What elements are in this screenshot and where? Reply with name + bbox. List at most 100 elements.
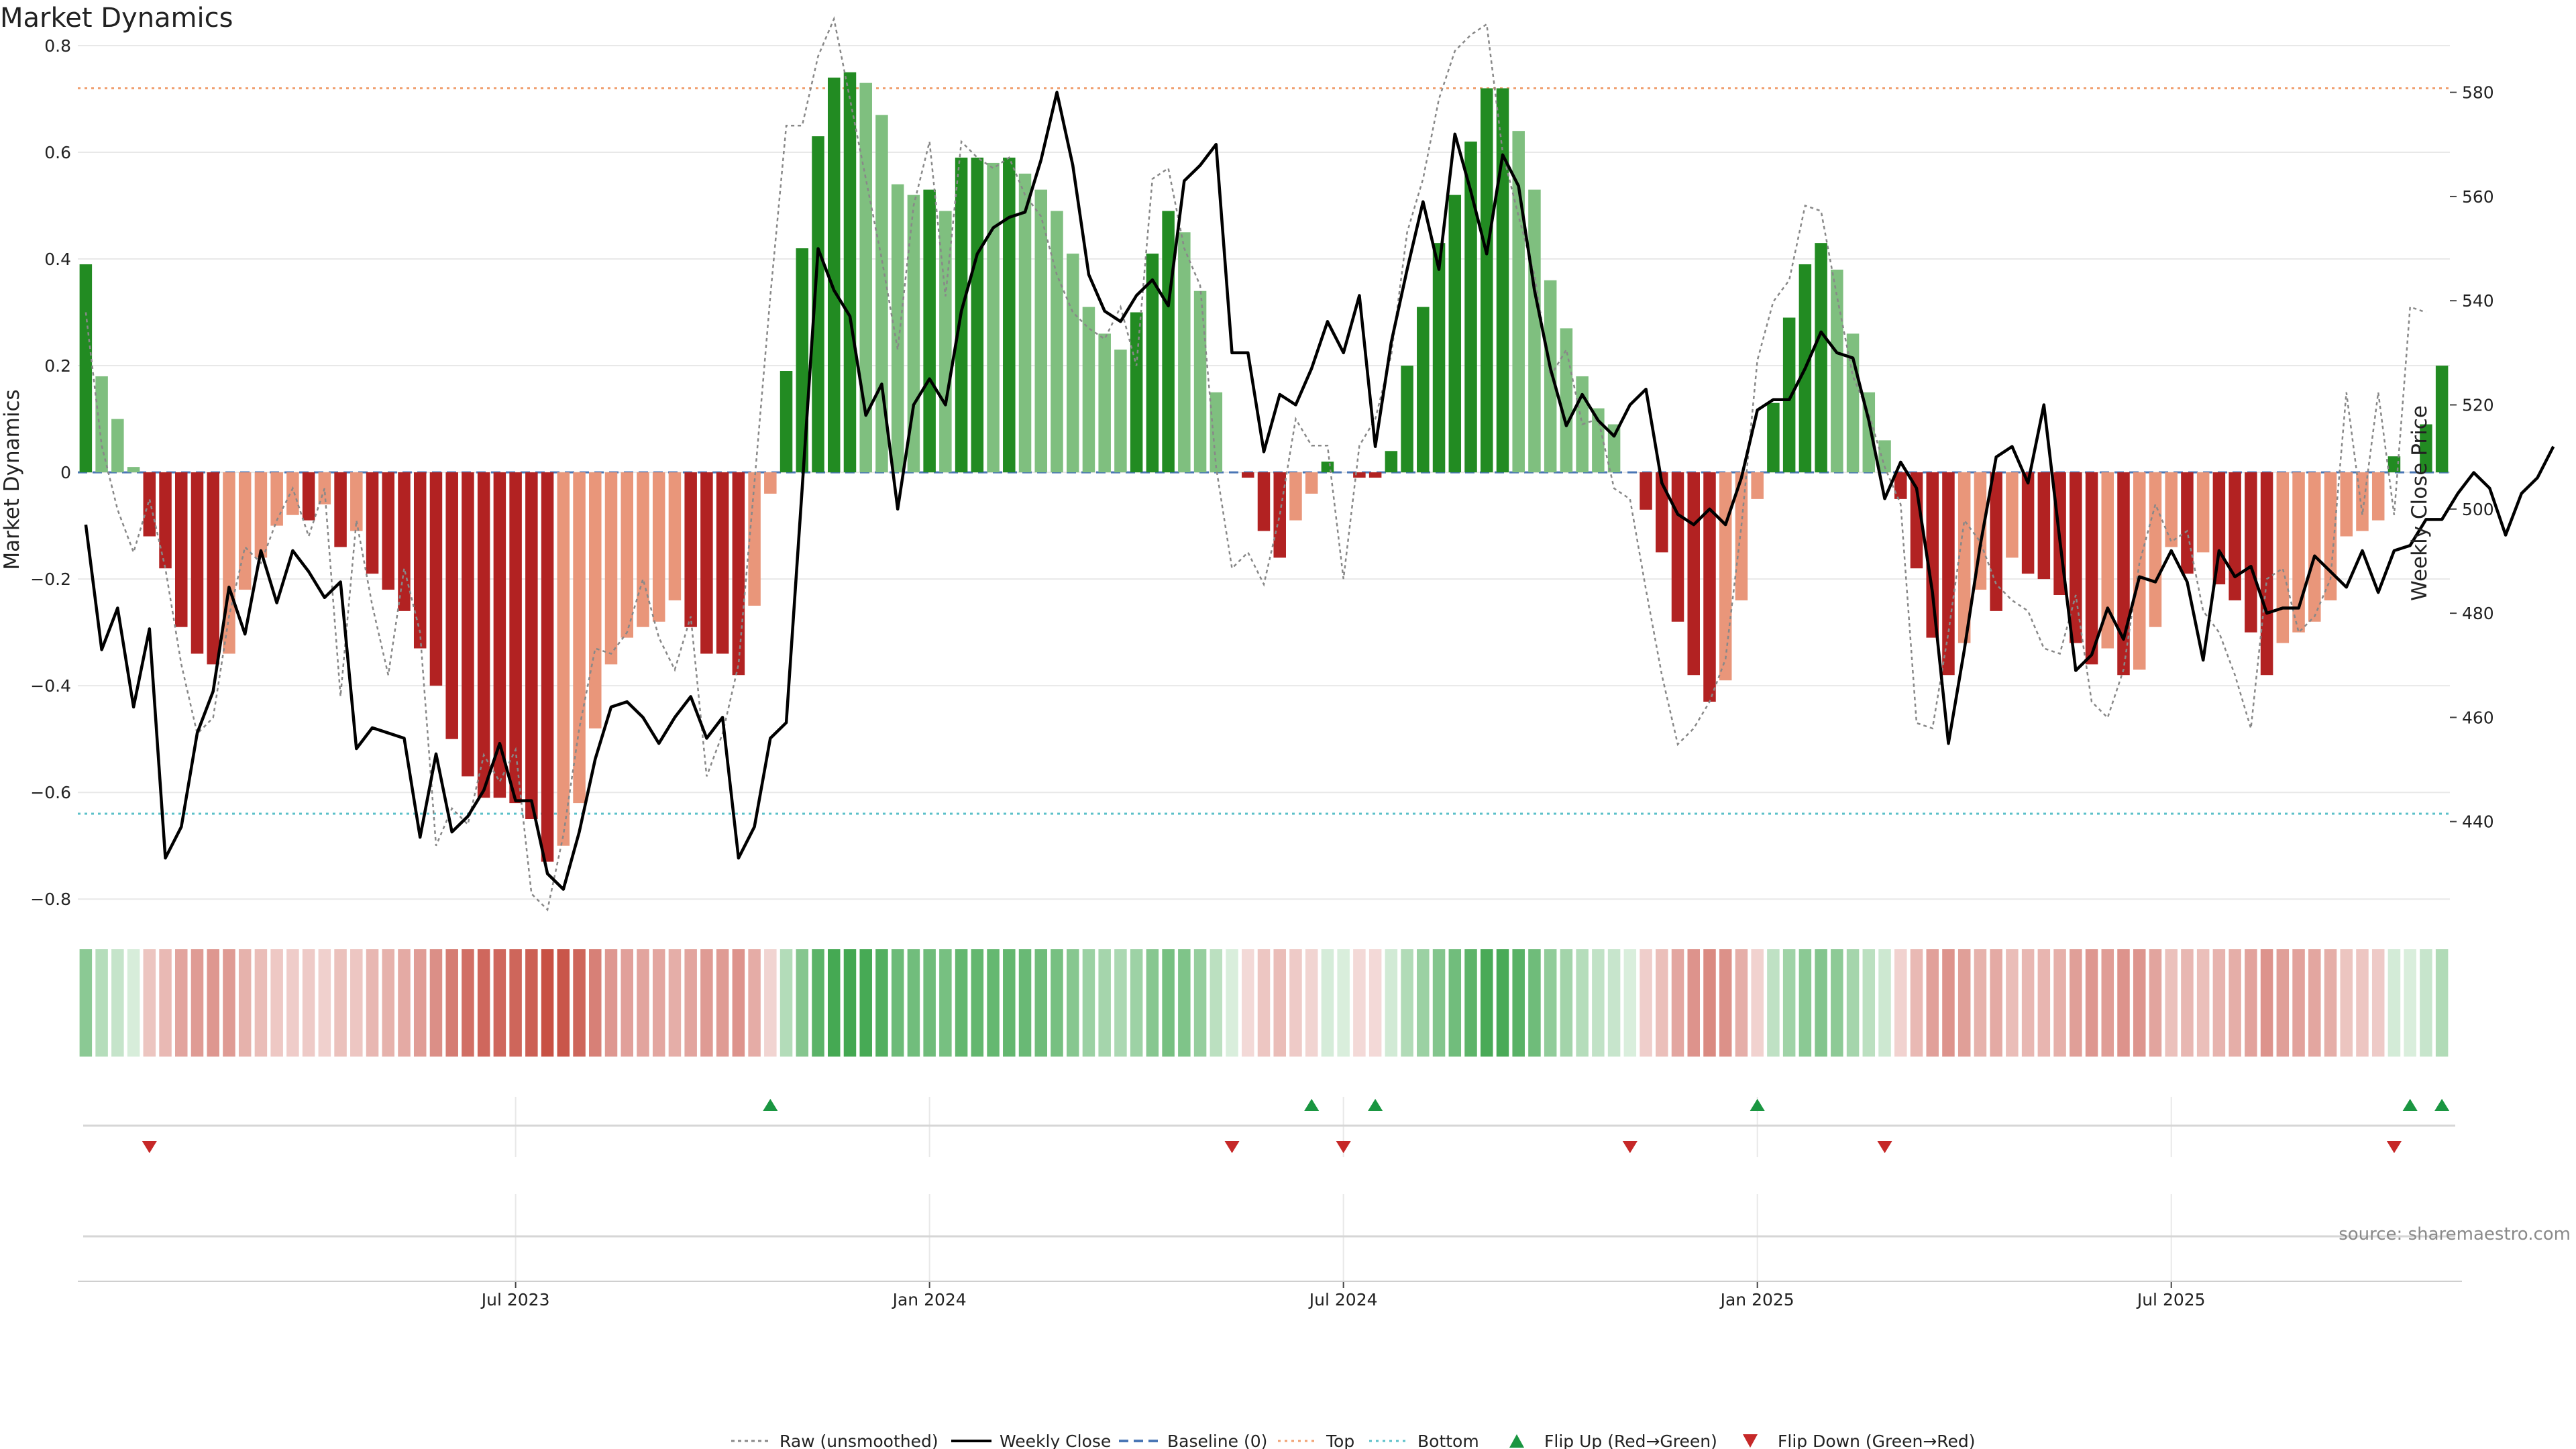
heat-cell (493, 949, 506, 1057)
bar (652, 472, 665, 622)
heat-cell (1066, 949, 1079, 1057)
heat-cell (589, 949, 602, 1057)
heat-cell (350, 949, 363, 1057)
heat-cell (366, 949, 379, 1057)
heat-cell (318, 949, 331, 1057)
right-y-tick-label: 560 (2462, 187, 2494, 207)
heat-cell (270, 949, 283, 1057)
bar (891, 184, 904, 473)
legend-swatch-flip-down (1743, 1434, 1758, 1448)
bar (191, 472, 204, 654)
bar (1607, 424, 1621, 473)
heat-cell (1082, 949, 1095, 1057)
heat-cell (1146, 949, 1159, 1057)
heat-cell (1353, 949, 1366, 1057)
left-y-axis-label: Market Dynamics (0, 389, 24, 570)
heat-cell (891, 949, 904, 1057)
heat-cell (1607, 949, 1621, 1057)
heat-cell (2229, 949, 2241, 1057)
heat-cell (1368, 949, 1382, 1057)
bar (700, 472, 713, 654)
right-y-tick-label: 520 (2462, 396, 2494, 415)
bar (398, 472, 411, 611)
heat-cell (191, 949, 204, 1057)
bar (382, 472, 395, 590)
left-y-tick-label: −0.4 (30, 676, 71, 696)
bar (1098, 333, 1111, 473)
bar (1146, 254, 1159, 473)
bar (1560, 328, 1573, 473)
bar (2070, 472, 2082, 643)
bar (445, 472, 458, 739)
flip-markers-panel (83, 1097, 2455, 1281)
heat-cell (509, 949, 522, 1057)
x-tick-label: Jan 2024 (892, 1290, 967, 1309)
bar (684, 472, 697, 627)
heat-cell (2292, 949, 2305, 1057)
heat-cell (1767, 949, 1780, 1057)
bar (2212, 472, 2226, 585)
bar (2101, 472, 2114, 649)
heat-cell (1273, 949, 1286, 1057)
heat-cell (796, 949, 809, 1057)
bar (2420, 424, 2432, 473)
heat-cell (223, 949, 235, 1057)
bar (1894, 472, 1907, 499)
heat-cell (2260, 949, 2273, 1057)
heat-cell (1337, 949, 1350, 1057)
heat-cell (2324, 949, 2337, 1057)
heat-cell (2149, 949, 2162, 1057)
heat-cell (1703, 949, 1716, 1057)
bar (1767, 402, 1780, 473)
flip-up-marker (1304, 1099, 1320, 1111)
bar (1242, 472, 1254, 478)
bar (1671, 472, 1684, 622)
heat-cell (780, 949, 793, 1057)
legend-item-flip_down: Flip Down (Green→Red) (1743, 1432, 1976, 1449)
bar (780, 371, 793, 473)
bar (1018, 173, 1032, 473)
right-y-tick-label: 460 (2462, 708, 2494, 727)
bar (923, 189, 936, 473)
heat-cell (2021, 949, 2035, 1057)
bar (668, 472, 682, 600)
heat-cell (541, 949, 554, 1057)
legend-item-raw: Raw (unsmoothed) (731, 1432, 938, 1449)
heat-strip (79, 949, 2449, 1057)
heat-cell (79, 949, 93, 1057)
heat-cell (111, 949, 124, 1057)
heat-cell (923, 949, 936, 1057)
heat-cell (668, 949, 682, 1057)
x-tick-label: Jul 2023 (480, 1290, 550, 1309)
x-tick-label: Jul 2024 (1308, 1290, 1378, 1309)
heat-cell (1862, 949, 1876, 1057)
heat-cell (1974, 949, 1987, 1057)
bar (907, 195, 920, 473)
heat-cell (2371, 949, 2385, 1057)
x-tick-label: Jul 2025 (2136, 1290, 2206, 1309)
flip-up-marker (2434, 1099, 2450, 1111)
heat-cell (1910, 949, 1923, 1057)
bar (462, 472, 474, 777)
bar (732, 472, 745, 676)
heat-cell (2101, 949, 2114, 1057)
bar (1034, 189, 1048, 473)
bar (2229, 472, 2241, 600)
right-y-tick-label: 580 (2462, 83, 2494, 103)
bar (796, 248, 809, 473)
bar (2245, 472, 2257, 633)
bar (1448, 195, 1462, 473)
bars-layer (79, 72, 2449, 862)
bar (2292, 472, 2305, 633)
bar (1528, 189, 1541, 473)
heat-cell (1193, 949, 1207, 1057)
bar (334, 472, 347, 547)
bar (1082, 307, 1095, 473)
bar (1878, 440, 1891, 473)
heat-cell (1114, 949, 1127, 1057)
bar (2149, 472, 2162, 627)
bar (1305, 472, 1318, 494)
bar (111, 419, 124, 473)
bar (764, 472, 777, 494)
left-y-tick-label: 0 (60, 463, 71, 482)
